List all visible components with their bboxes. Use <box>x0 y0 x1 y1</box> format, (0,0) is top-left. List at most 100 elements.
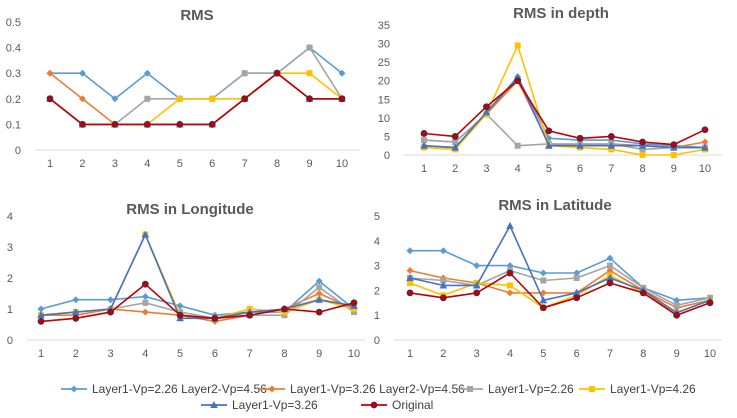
data-point <box>211 314 219 322</box>
data-point <box>306 70 313 77</box>
x-tick-label: 9 <box>306 158 312 170</box>
x-tick-label: 1 <box>47 158 53 170</box>
data-point <box>37 311 45 319</box>
series-line <box>409 269 711 309</box>
y-tick-label: 20 <box>378 76 390 88</box>
x-tick-label: 6 <box>212 348 218 360</box>
chart-title: RMS in Latitude <box>498 197 611 214</box>
legend-label: Layer1-Vp=2.26 <box>488 382 574 396</box>
data-point <box>176 302 184 310</box>
data-point <box>539 304 547 312</box>
x-tick-label: 3 <box>474 348 480 360</box>
data-point <box>351 306 357 312</box>
legend-swatch-5 <box>361 401 387 409</box>
data-point <box>539 269 547 277</box>
legend-swatch-4 <box>201 401 227 408</box>
data-point <box>107 296 115 304</box>
data-point <box>338 95 346 103</box>
data-point <box>608 146 615 153</box>
legend-label: Layer1-Vp=3.26 Layer2-Vp=4.56 <box>290 382 465 396</box>
data-point <box>246 311 254 319</box>
data-point <box>701 138 709 146</box>
data-point <box>701 143 709 151</box>
series-line <box>409 274 711 314</box>
data-point <box>506 262 514 270</box>
legend-swatch-0 <box>61 385 87 393</box>
data-point <box>46 69 54 77</box>
data-point <box>338 69 346 77</box>
data-point <box>482 108 491 116</box>
data-point <box>141 308 149 316</box>
y-tick-label: 3 <box>7 242 13 254</box>
legend-label: Layer1-Vp=3.26 <box>232 398 318 412</box>
y-tick-label: 0.1 <box>6 119 21 131</box>
y-tick-label: 0 <box>7 335 13 347</box>
data-point <box>72 314 80 322</box>
x-tick-label: 3 <box>107 348 113 360</box>
x-tick-label: 5 <box>546 163 552 175</box>
data-point <box>111 95 119 103</box>
legend-swatch-marker <box>370 401 378 409</box>
data-point <box>315 277 323 285</box>
data-point <box>673 296 681 304</box>
data-point <box>639 289 647 297</box>
x-tick-label: 8 <box>274 158 280 170</box>
series-line <box>40 283 355 323</box>
data-point <box>607 133 615 140</box>
data-point <box>315 290 323 297</box>
data-point <box>451 143 460 151</box>
y-tick-label: 0 <box>374 335 380 347</box>
data-point <box>673 311 681 319</box>
data-point <box>514 42 521 49</box>
legend-item: Layer1-Vp=4.26 <box>578 382 696 396</box>
data-point <box>576 141 584 149</box>
x-tick-label: 1 <box>38 348 44 360</box>
data-point <box>451 133 459 140</box>
x-tick-label: 9 <box>316 348 322 360</box>
data-point <box>315 295 324 303</box>
data-point <box>507 282 513 289</box>
x-tick-label: 2 <box>79 158 85 170</box>
data-point <box>78 95 86 103</box>
data-point <box>545 141 553 149</box>
data-point <box>539 296 548 304</box>
legend-swatch-marker <box>467 386 473 392</box>
series-line <box>40 233 355 320</box>
data-point <box>606 254 614 262</box>
y-tick-label: 4 <box>7 211 13 223</box>
data-point <box>406 274 414 281</box>
data-point <box>111 121 119 128</box>
legend-item: Layer1-Vp=3.26 Layer2-Vp=4.56 <box>258 382 465 396</box>
x-tick-label: 4 <box>507 348 513 360</box>
data-point <box>673 302 680 309</box>
x-tick-label: 3 <box>112 158 118 170</box>
data-point <box>316 284 323 291</box>
data-point <box>350 299 358 307</box>
data-point <box>143 69 151 77</box>
data-point <box>639 146 646 153</box>
chart-title: RMS <box>180 7 213 24</box>
data-point <box>315 308 323 316</box>
data-point <box>545 127 553 135</box>
data-point <box>606 274 614 281</box>
data-point <box>306 44 313 51</box>
chart-title: RMS in depth <box>513 5 609 22</box>
x-tick-label: 4 <box>142 348 148 360</box>
y-tick-label: 2 <box>7 273 13 285</box>
y-tick-label: 5 <box>384 131 390 143</box>
data-point <box>141 280 149 288</box>
data-point <box>420 130 428 137</box>
y-tick-label: 0.3 <box>6 68 21 80</box>
y-tick-label: 5 <box>374 211 380 223</box>
data-point <box>406 247 414 255</box>
x-tick-label: 2 <box>452 163 458 175</box>
data-point <box>452 139 459 145</box>
legend-swatch-marker <box>589 386 595 392</box>
x-tick-label: 1 <box>407 348 413 360</box>
x-tick-label: 5 <box>177 158 183 170</box>
data-point <box>406 267 414 275</box>
y-tick-label: 2 <box>374 285 380 297</box>
data-point <box>37 317 45 325</box>
series-line <box>423 76 705 149</box>
y-tick-label: 0 <box>15 145 21 157</box>
